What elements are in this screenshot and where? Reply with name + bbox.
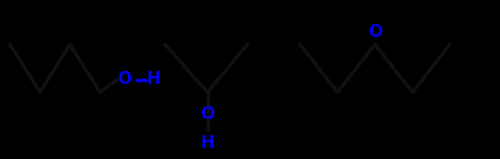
Text: H: H: [200, 134, 214, 152]
Text: H: H: [146, 70, 160, 89]
Text: O: O: [118, 70, 132, 89]
Text: O: O: [200, 105, 214, 124]
Text: O: O: [368, 23, 382, 41]
